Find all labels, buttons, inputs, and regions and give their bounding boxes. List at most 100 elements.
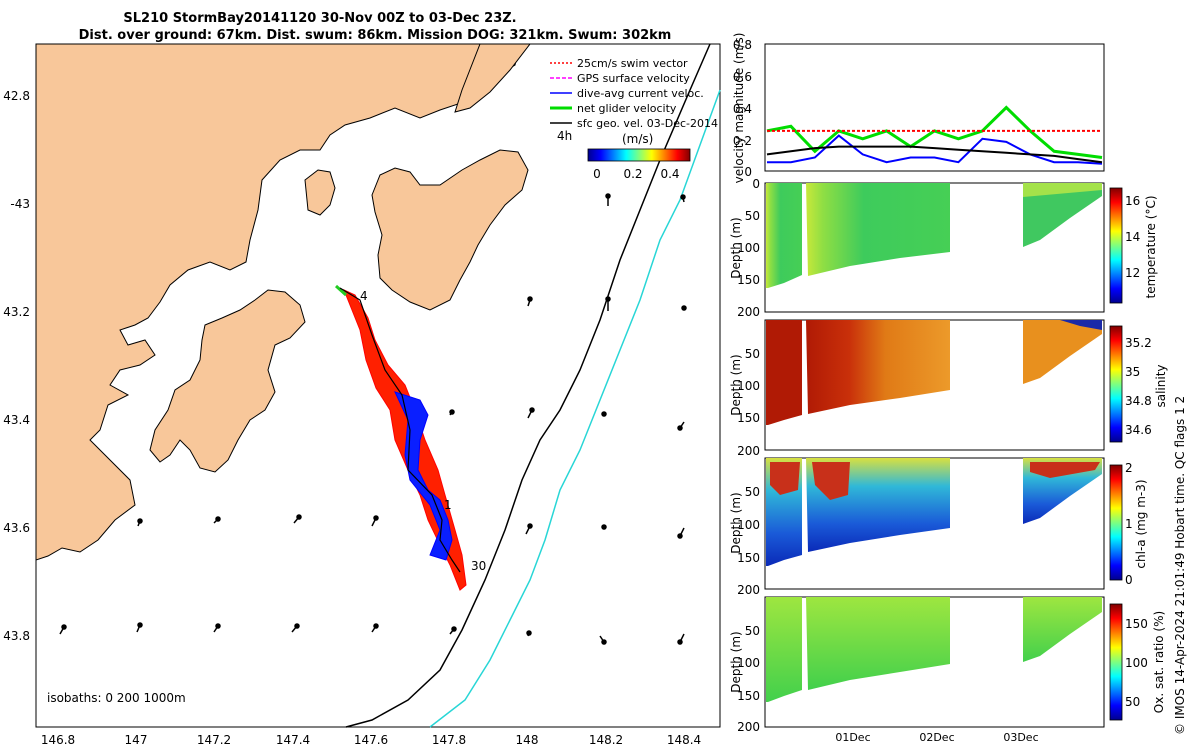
- velocity-y-tick: 0: [744, 165, 752, 179]
- velocity-ylabel: velocity magnitude (m/s): [732, 33, 746, 184]
- glider-track-line: [339, 287, 461, 573]
- vel-arrow: [213, 516, 221, 524]
- salinity-y-tick: 100: [737, 379, 760, 393]
- salinity-field-seg3: [1023, 320, 1102, 384]
- vel-arrow: [677, 421, 685, 431]
- oxygen-panel: 150 100 50 Ox. sat. ratio (%) Depth (m) …: [729, 596, 1166, 744]
- velocity-colorbar: [587, 148, 691, 162]
- time-x-tick: 02Dec: [919, 731, 954, 744]
- salinity-panel: 35.2 35 34.8 34.6 salinity Depth (m) 50 …: [729, 319, 1168, 458]
- chla-cbar-tick: 2: [1125, 461, 1133, 475]
- colorbar-label: (m/s): [622, 132, 653, 146]
- vel-arrow: [527, 296, 533, 307]
- oxygen-colorbar: [1109, 603, 1123, 721]
- velocity-y-tick: 0.2: [733, 134, 752, 148]
- oxygen-cbar-tick: 100: [1125, 656, 1148, 670]
- isobath-1000m: [429, 89, 721, 728]
- vel-arrow: [677, 527, 685, 539]
- isobath-200m: [345, 43, 711, 728]
- oxygen-cbar-tick: 50: [1125, 695, 1140, 709]
- map-x-tick: 147.8: [432, 733, 466, 747]
- velocity-axes: [764, 43, 1105, 172]
- vel-arrow: [681, 305, 687, 311]
- map-legend: 25cm/s swim vector GPS surface velocity …: [550, 57, 718, 130]
- legend-label-swim: 25cm/s swim vector: [577, 57, 688, 70]
- map-x-tick: 148.2: [589, 733, 623, 747]
- map-x-tick: 147: [125, 733, 148, 747]
- oxygen-y-tick: 50: [745, 624, 760, 638]
- vel-arrow: [525, 523, 533, 535]
- velocity-series-sfc-geo-vel-: [766, 145, 1103, 164]
- isobath-label: isobaths: 0 200 1000m: [47, 691, 186, 705]
- map-y-tick: 43.4: [3, 413, 30, 427]
- oxygen-field-seg3: [1023, 597, 1102, 662]
- land-northeast: [454, 44, 531, 113]
- colorbar-tick: 0: [593, 167, 601, 181]
- oxygen-cbar-tick: 150: [1125, 617, 1148, 631]
- salinity-y-tick: 150: [737, 411, 760, 425]
- chla-ylabel: Depth (m): [729, 492, 743, 553]
- track-label-1: 1: [444, 498, 452, 512]
- map-x-tick: 146.8: [41, 733, 75, 747]
- salinity-field-seg2: [806, 320, 950, 414]
- temperature-panel: 16 14 12 temperature (°C) Depth (m) 0 50…: [729, 177, 1158, 319]
- map-y-tick: 42.8: [3, 89, 30, 103]
- legend-label-sfc: sfc geo. vel. 03-Dec-2014: [577, 117, 718, 130]
- chla-y-tick: 150: [737, 551, 760, 565]
- chla-y-tick: 50: [745, 485, 760, 499]
- colorbar-prefix: 4h: [557, 129, 572, 143]
- oxygen-field-seg1: [766, 597, 802, 702]
- temperature-cbar-tick: 16: [1125, 194, 1140, 208]
- vel-arrow: [293, 514, 302, 524]
- chla-cbar-tick: 0: [1125, 573, 1133, 587]
- vel-arrow: [605, 296, 611, 311]
- temperature-colorbar: [1109, 187, 1123, 304]
- land-forestier-peninsula: [371, 149, 529, 311]
- vel-arrow: [680, 194, 686, 203]
- credit-text: © IMOS 14-Apr-2024 21:01:49 Hobart time.…: [1173, 396, 1187, 735]
- salinity-clabel: salinity: [1154, 364, 1168, 407]
- legend-label-net: net glider velocity: [577, 102, 677, 115]
- temperature-field-seg3: [1023, 183, 1102, 247]
- temperature-ylabel: Depth (m): [729, 217, 743, 278]
- vel-arrow: [605, 193, 611, 206]
- temperature-y-tick: 100: [737, 241, 760, 255]
- map-y-tick: -43: [10, 197, 30, 211]
- oxygen-ylabel: Depth (m): [729, 631, 743, 692]
- vel-arrow: [526, 630, 532, 637]
- temperature-y-tick: 0: [752, 177, 760, 191]
- velocity-y-tick: 0.6: [733, 70, 752, 84]
- vel-arrow: [601, 411, 607, 417]
- colorbar-tick: 0.2: [623, 167, 642, 181]
- temperature-surface-warm: [1023, 183, 1102, 197]
- salinity-colorbar: [1109, 325, 1123, 443]
- vel-arrow: [677, 633, 685, 645]
- chla-clabel: chl-a (mg m-3): [1134, 479, 1148, 568]
- salinity-cbar-tick: 34.8: [1125, 394, 1152, 408]
- chla-colorbar: [1109, 464, 1123, 581]
- vel-arrow: [599, 635, 607, 645]
- map-panel: 4 1 30: [3, 43, 721, 747]
- salinity-cbar-tick: 35: [1125, 365, 1140, 379]
- sfc-velocity-arrows: [59, 193, 687, 645]
- colorbar-tick: 0.4: [660, 167, 679, 181]
- chla-y-tick: 100: [737, 518, 760, 532]
- map-x-tick: 147.4: [276, 733, 310, 747]
- velocity-panel: velocity magnitude (m/s) 0.8 0.6 0.4 0.2…: [732, 33, 1105, 184]
- vel-arrow: [371, 515, 379, 527]
- velocity-series-dive-avg-current-veloc-: [767, 134, 1103, 165]
- figure-title-line1: SL210 StormBay20141120 30-Nov 00Z to 03-…: [123, 11, 516, 26]
- salinity-y-tick: 200: [737, 444, 760, 458]
- velocity-series-group: [766, 105, 1103, 165]
- legend-label-gps: GPS surface velocity: [577, 72, 690, 85]
- vel-arrow: [527, 407, 535, 419]
- temperature-cbar-tick: 12: [1125, 266, 1140, 280]
- land-island-small: [304, 169, 336, 216]
- oxygen-clabel: Ox. sat. ratio (%): [1152, 611, 1166, 713]
- chla-surface-bloom: [770, 462, 1100, 500]
- map-y-tick: 43.6: [3, 521, 30, 535]
- vel-arrow: [136, 622, 143, 633]
- temperature-y-tick: 50: [745, 209, 760, 223]
- track-label-30: 30: [471, 559, 486, 573]
